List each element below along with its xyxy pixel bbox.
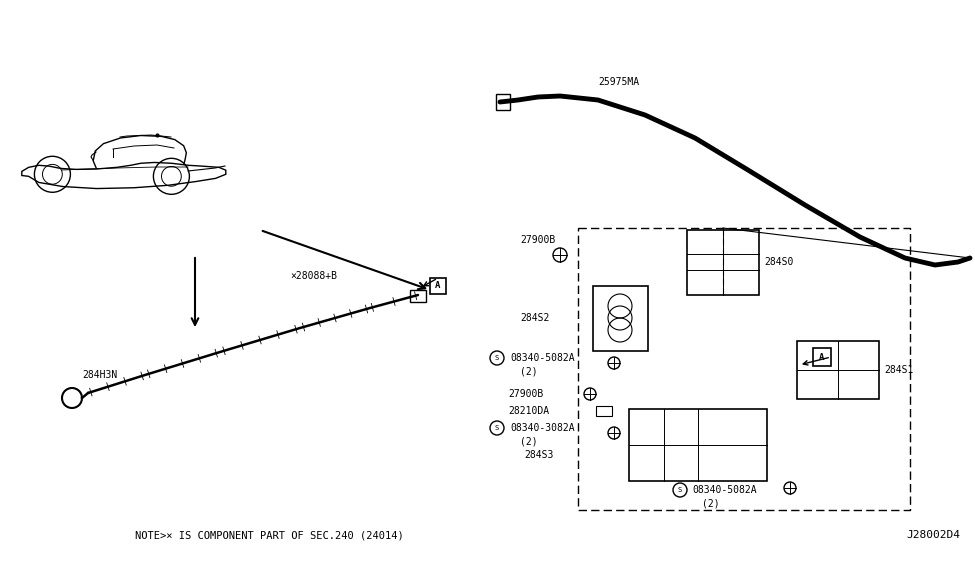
- Text: 284H3N: 284H3N: [82, 370, 117, 380]
- Bar: [430, 278, 446, 294]
- Bar: [797, 341, 879, 399]
- Text: 284S0: 284S0: [764, 257, 794, 267]
- Text: 284S1: 284S1: [884, 365, 914, 375]
- Text: 08340-3082A: 08340-3082A: [510, 423, 574, 433]
- Bar: [596, 406, 612, 416]
- Text: ×28088+B: ×28088+B: [290, 271, 337, 281]
- Text: S: S: [495, 355, 499, 361]
- Text: S: S: [495, 425, 499, 431]
- Bar: [593, 285, 647, 350]
- Text: (2): (2): [702, 499, 720, 509]
- Bar: [813, 348, 831, 366]
- Text: (2): (2): [520, 367, 537, 377]
- Text: A: A: [435, 281, 441, 290]
- Bar: [687, 229, 759, 294]
- Text: 284S2: 284S2: [520, 313, 549, 323]
- Text: 28210DA: 28210DA: [508, 406, 549, 416]
- Text: 27900B: 27900B: [508, 389, 543, 399]
- Text: 27900B: 27900B: [520, 235, 555, 245]
- Text: NOTE>× IS COMPONENT PART OF SEC.240 (24014): NOTE>× IS COMPONENT PART OF SEC.240 (240…: [135, 530, 404, 540]
- Text: 08340-5082A: 08340-5082A: [510, 353, 574, 363]
- Bar: [629, 409, 767, 481]
- Bar: [496, 94, 510, 110]
- Text: 25975MA: 25975MA: [598, 77, 640, 87]
- Text: 08340-5082A: 08340-5082A: [692, 485, 757, 495]
- Text: S: S: [678, 487, 682, 493]
- Text: (2): (2): [520, 437, 537, 447]
- Text: A: A: [819, 353, 825, 362]
- Text: J28002D4: J28002D4: [906, 530, 960, 540]
- Bar: [410, 290, 426, 302]
- Text: 284S3: 284S3: [524, 450, 554, 460]
